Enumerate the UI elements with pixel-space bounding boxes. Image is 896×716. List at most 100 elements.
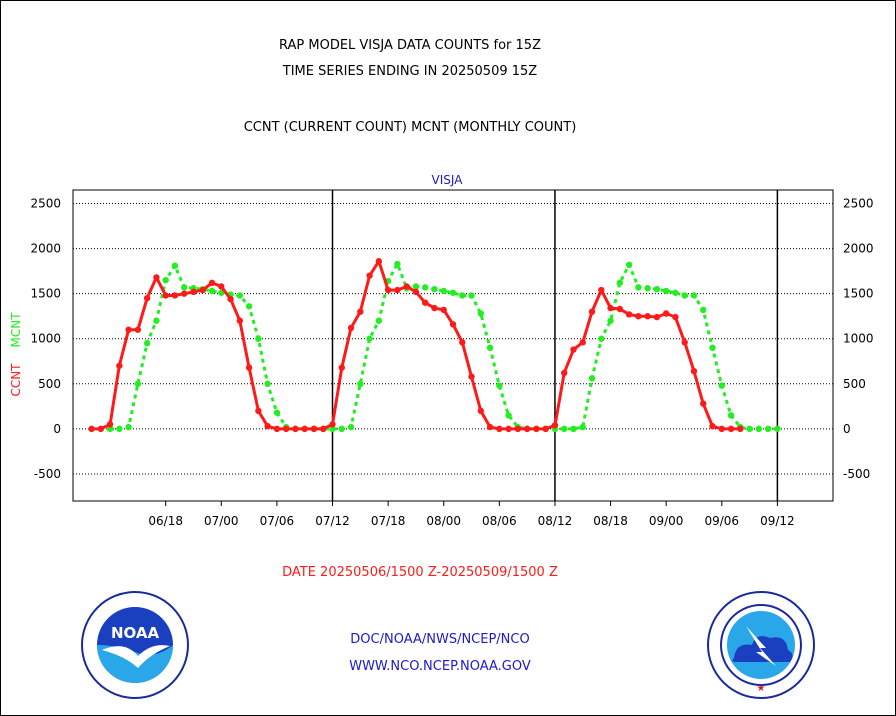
y-tick-label-right: -500 xyxy=(843,467,870,481)
ccnt-point xyxy=(199,286,206,294)
x-tick-label: 09/00 xyxy=(649,514,684,528)
mcnt-point xyxy=(245,303,253,310)
ccnt-point xyxy=(588,308,596,315)
mcnt-point xyxy=(709,344,716,351)
ccnt-point xyxy=(375,258,383,265)
mcnt-point xyxy=(264,380,271,388)
mcnt-point xyxy=(727,412,735,419)
mcnt-point xyxy=(607,317,614,324)
ccnt-point xyxy=(625,311,633,318)
ccnt-point xyxy=(523,425,531,433)
x-tick-label: 09/06 xyxy=(704,514,739,528)
ccnt-point xyxy=(737,425,744,433)
ccnt-point xyxy=(598,286,605,294)
ccnt-point xyxy=(273,425,281,433)
ccnt-point xyxy=(505,425,512,433)
mcnt-point xyxy=(357,380,364,388)
x-tick-label: 08/06 xyxy=(482,514,517,528)
ccnt-point xyxy=(97,425,105,433)
ccnt-point xyxy=(153,274,160,281)
mcnt-point xyxy=(459,292,466,299)
ccnt-point xyxy=(366,272,373,279)
y-tick-label-left: 2500 xyxy=(30,197,61,211)
x-tick-label: 07/12 xyxy=(315,514,350,528)
noaa-logo: NOAA xyxy=(81,591,189,699)
ccnt-point xyxy=(190,288,197,296)
ccnt-point xyxy=(412,288,420,296)
x-tick-label: 07/00 xyxy=(204,514,239,528)
mcnt-point xyxy=(431,285,438,293)
mcnt-point xyxy=(570,425,577,433)
y-tick-label-left: 2000 xyxy=(30,242,61,256)
y-axis-label-ccnt: CCNT xyxy=(9,363,23,397)
mcnt-point xyxy=(644,285,651,292)
mcnt-point xyxy=(329,425,336,433)
ccnt-point xyxy=(162,292,169,299)
ccnt-point xyxy=(477,407,485,415)
ccnt-point xyxy=(681,339,688,346)
mcnt-point xyxy=(236,292,244,299)
ccnt-point xyxy=(208,279,216,287)
ccnt-point xyxy=(644,313,651,320)
mcnt-point xyxy=(486,344,494,351)
mcnt-point xyxy=(662,287,670,295)
ccnt-point xyxy=(181,290,188,297)
ccnt-point xyxy=(171,292,179,299)
ccnt-point xyxy=(218,283,225,290)
ccnt-point xyxy=(653,313,661,321)
ccnt-point xyxy=(301,425,308,433)
ccnt-point xyxy=(134,326,142,333)
date-range: DATE 20250506/1500 Z-20250509/1500 Z xyxy=(282,565,558,580)
mcnt-point xyxy=(125,423,132,431)
x-tick-label: 07/18 xyxy=(371,514,406,528)
y-tick-label-right: 2000 xyxy=(843,242,874,256)
header-line-3: CCNT (CURRENT COUNT) MCNT (MONTHLY COUNT… xyxy=(243,120,577,135)
ccnt-point xyxy=(579,339,586,346)
ccnt-point xyxy=(635,313,642,320)
mcnt-point xyxy=(208,287,216,295)
ccnt-point xyxy=(616,305,624,313)
y-tick-label-left: 0 xyxy=(53,422,61,436)
y-tick-label-left: -500 xyxy=(34,467,61,481)
ccnt-point xyxy=(533,425,540,433)
mcnt-point xyxy=(681,292,688,299)
x-tick-label: 08/18 xyxy=(593,514,628,528)
mcnt-point xyxy=(635,284,642,291)
ccnt-point xyxy=(718,425,725,433)
ccnt-point xyxy=(384,286,392,294)
mcnt-point xyxy=(755,425,763,433)
mcnt-point xyxy=(394,260,401,268)
mcnt-point xyxy=(171,262,179,269)
mcnt-point xyxy=(616,279,624,287)
ccnt-point xyxy=(561,369,568,377)
x-tick-label: 07/06 xyxy=(260,514,295,528)
ccnt-point xyxy=(459,339,466,346)
mcnt-point xyxy=(625,261,633,269)
mcnt-point xyxy=(116,425,123,433)
header-line-2: TIME SERIES ENDING IN 20250509 15Z xyxy=(282,64,538,79)
ccnt-point xyxy=(514,425,522,433)
ccnt-point xyxy=(116,362,123,369)
mcnt-point xyxy=(764,425,772,433)
mcnt-point xyxy=(338,425,345,433)
y-tick-label-left: 1500 xyxy=(30,287,61,301)
footer-org: DOC/NOAA/NWS/NCEP/NCO xyxy=(350,632,530,647)
ccnt-point xyxy=(329,421,336,428)
mcnt-point xyxy=(746,425,753,433)
svg-text:★: ★ xyxy=(757,683,766,694)
x-tick-label: 06/18 xyxy=(148,514,183,528)
x-tick-label: 08/00 xyxy=(426,514,461,528)
ccnt-point xyxy=(551,422,559,429)
ccnt-point xyxy=(88,425,95,433)
ccnt-point xyxy=(310,425,318,433)
ccnt-point xyxy=(727,425,735,433)
mcnt-point xyxy=(588,375,596,382)
ccnt-point xyxy=(143,294,151,302)
mcnt-point xyxy=(106,425,114,433)
ccnt-point xyxy=(431,304,438,312)
ccnt-point xyxy=(700,400,707,407)
ccnt-point xyxy=(570,346,577,353)
mcnt-point xyxy=(366,335,373,342)
x-tick-label: 08/12 xyxy=(538,514,573,528)
